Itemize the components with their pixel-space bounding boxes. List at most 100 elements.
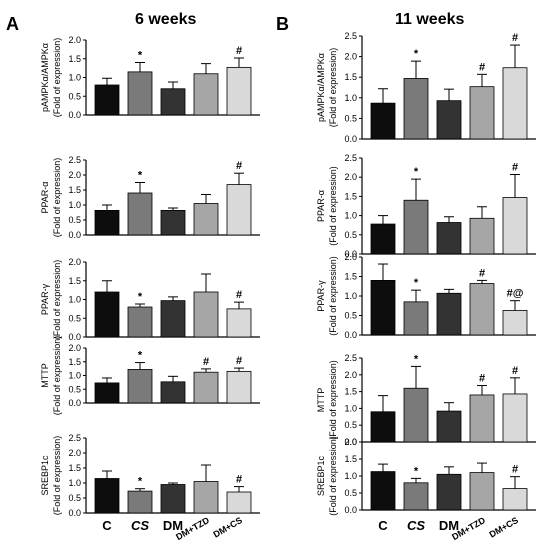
y-axis-label: PPAR-α bbox=[316, 190, 326, 222]
bar-C bbox=[94, 84, 120, 116]
y-tick-label: 2.0 bbox=[68, 35, 81, 45]
y-axis-sublabel: (Fold of expression) bbox=[52, 436, 62, 516]
bar-DM+CS bbox=[226, 308, 252, 338]
y-tick-label: 2.0 bbox=[68, 448, 81, 458]
y-tick-label: 0.0 bbox=[68, 398, 81, 408]
significance-mark: * bbox=[414, 465, 419, 477]
chart-b-1: 0.0 0.5 1.0 1.5 2.0 2.5 pAMPKα/AMPKα (Fold of e… bbox=[316, 31, 536, 144]
bar-DM bbox=[436, 292, 462, 336]
significance-mark: # bbox=[203, 356, 209, 368]
bar-CS bbox=[403, 482, 429, 511]
y-tick-label: 0.5 bbox=[68, 384, 81, 394]
bar-DM bbox=[160, 88, 186, 116]
significance-mark: * bbox=[414, 277, 419, 289]
bar-DM+TZD bbox=[469, 283, 495, 336]
y-tick-label: 0.5 bbox=[68, 91, 81, 101]
x-label-b-C: C bbox=[378, 518, 388, 533]
y-tick-label: 2.5 bbox=[344, 153, 357, 163]
significance-mark: * bbox=[138, 170, 143, 182]
bar-CS bbox=[127, 306, 153, 338]
y-tick-label: 1.0 bbox=[344, 471, 357, 481]
y-tick-label: 0.0 bbox=[344, 249, 357, 259]
y-axis-label: pAMPKα/AMPKα bbox=[316, 53, 326, 122]
bar-CS bbox=[403, 387, 429, 443]
y-tick-label: 0.0 bbox=[68, 332, 81, 342]
chart-b-2: 0.0 0.5 1.0 1.5 2.0 2.5 PPAR-α (Fold of express… bbox=[316, 153, 536, 259]
y-tick-label: 0.0 bbox=[68, 230, 81, 240]
y-tick-label: 1.5 bbox=[344, 272, 357, 282]
y-tick-label: 1.5 bbox=[68, 463, 81, 473]
y-tick-label: 1.0 bbox=[344, 211, 357, 221]
y-tick-label: 0.0 bbox=[68, 508, 81, 518]
y-tick-label: 2.0 bbox=[344, 437, 357, 447]
x-label-a-C: C bbox=[102, 518, 112, 533]
y-tick-label: 2.5 bbox=[344, 353, 357, 363]
y-axis-sublabel: (Fold of expression) bbox=[328, 436, 338, 516]
y-tick-label: 2.5 bbox=[68, 433, 81, 443]
y-tick-label: 1.5 bbox=[344, 387, 357, 397]
bar-DM+CS bbox=[502, 310, 528, 336]
bar-DM+TZD bbox=[469, 217, 495, 255]
y-tick-label: 1.0 bbox=[68, 295, 81, 305]
y-tick-label: 1.5 bbox=[68, 357, 81, 367]
y-tick-label: 2.0 bbox=[344, 370, 357, 380]
significance-mark: # bbox=[479, 267, 485, 279]
bar-DM bbox=[436, 222, 462, 255]
x-label-b-DM+CS: DM+CS bbox=[487, 515, 520, 540]
bar-DM+CS bbox=[502, 197, 528, 255]
y-axis-label: SREBP1c bbox=[40, 455, 50, 496]
bar-CS bbox=[403, 301, 429, 336]
y-axis-label: MTTP bbox=[40, 363, 50, 388]
y-tick-label: 1.0 bbox=[68, 73, 81, 83]
significance-mark: # bbox=[236, 160, 242, 172]
bar-CS bbox=[127, 71, 153, 116]
y-tick-label: 1.0 bbox=[68, 478, 81, 488]
bar-DM+TZD bbox=[469, 394, 495, 443]
y-tick-label: 1.5 bbox=[68, 276, 81, 286]
significance-mark: * bbox=[414, 48, 419, 60]
y-tick-label: 1.0 bbox=[68, 371, 81, 381]
y-tick-label: 1.5 bbox=[344, 72, 357, 82]
bar-CS bbox=[127, 369, 153, 404]
significance-mark: * bbox=[138, 350, 143, 362]
y-tick-label: 0.0 bbox=[344, 505, 357, 515]
x-label-a-CS: CS bbox=[131, 518, 149, 533]
bar-DM+TZD bbox=[193, 481, 219, 514]
y-tick-label: 2.0 bbox=[344, 172, 357, 182]
bar-DM+TZD bbox=[469, 472, 495, 511]
bar-C bbox=[94, 478, 120, 514]
y-axis-label: pAMPKα/AMPKα bbox=[40, 43, 50, 112]
y-tick-label: 2.0 bbox=[344, 52, 357, 62]
y-tick-label: 2.5 bbox=[68, 155, 81, 165]
y-tick-label: 0.5 bbox=[344, 311, 357, 321]
y-axis-label: PPAR-α bbox=[40, 181, 50, 213]
bar-DM+CS bbox=[226, 184, 252, 236]
y-axis-sublabel: (Fold of expression) bbox=[328, 256, 338, 336]
bar-CS bbox=[403, 199, 429, 255]
bar-DM bbox=[436, 410, 462, 443]
bar-C bbox=[94, 209, 120, 236]
bar-CS bbox=[127, 490, 153, 514]
y-tick-label: 0.5 bbox=[344, 488, 357, 498]
bar-DM+CS bbox=[226, 491, 252, 514]
y-tick-label: 1.0 bbox=[344, 403, 357, 413]
bar-DM+CS bbox=[226, 370, 252, 404]
significance-mark: * bbox=[138, 291, 143, 303]
bar-C bbox=[94, 291, 120, 338]
significance-mark: # bbox=[236, 45, 242, 57]
bar-DM+TZD bbox=[193, 291, 219, 338]
y-tick-label: 0.0 bbox=[344, 437, 357, 447]
y-tick-label: 0.5 bbox=[344, 230, 357, 240]
panel-b-letter: B bbox=[276, 14, 289, 34]
bar-C bbox=[370, 471, 396, 511]
y-tick-label: 2.0 bbox=[344, 252, 357, 262]
y-tick-label: 1.5 bbox=[344, 454, 357, 464]
bar-DM+CS bbox=[502, 393, 528, 443]
y-tick-label: 2.5 bbox=[344, 31, 357, 41]
y-axis-sublabel: (Fold of expression) bbox=[52, 38, 62, 118]
bar-DM+TZD bbox=[469, 86, 495, 140]
bar-CS bbox=[127, 192, 153, 236]
bar-C bbox=[370, 223, 396, 255]
significance-mark: # bbox=[236, 474, 242, 486]
